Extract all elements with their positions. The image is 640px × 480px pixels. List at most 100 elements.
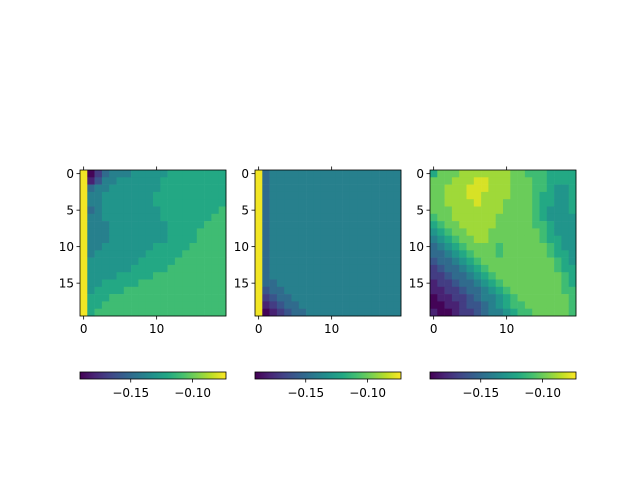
heatmap-cell (160, 250, 168, 258)
heatmap-cell (211, 228, 219, 236)
heatmap-cell (364, 199, 373, 207)
heatmap-cell (488, 286, 496, 295)
heatmap-cell (80, 264, 88, 273)
x-tick-label: 10 (499, 322, 514, 336)
heatmap-cell (466, 213, 475, 222)
heatmap-cell (153, 213, 161, 222)
heatmap-cell (524, 243, 533, 251)
heatmap-cell (174, 191, 183, 200)
heatmap-cell (109, 177, 117, 185)
heatmap-cell (524, 286, 533, 295)
heatmap-cell (182, 250, 190, 258)
heatmap-cell (189, 272, 198, 280)
heatmap-cell (276, 184, 285, 193)
colorbar-tick-label: −0.15 (112, 386, 149, 400)
heatmap-cell (218, 286, 227, 295)
heatmap-cell (218, 294, 227, 302)
heatmap-cell (357, 191, 365, 200)
heatmap-cell (101, 191, 110, 200)
heatmap-cell (335, 191, 343, 200)
heatmap-cell (430, 170, 438, 178)
heatmap-cell (291, 170, 300, 178)
heatmap-cell (554, 257, 562, 266)
heatmap-cell (568, 170, 577, 178)
heatmap-cell (306, 243, 314, 251)
heatmap-cell (291, 177, 300, 185)
heatmap-cell (371, 272, 380, 280)
heatmap-cell (444, 206, 453, 215)
heatmap-cell (196, 294, 205, 302)
heatmap-cell (386, 206, 394, 215)
heatmap-cell (123, 279, 132, 288)
heatmap-cell (174, 264, 183, 273)
heatmap-cell (145, 184, 154, 193)
heatmap-cell (371, 170, 380, 178)
heatmap-cell (306, 213, 314, 222)
heatmap-cell (554, 184, 562, 193)
heatmap-cell (335, 228, 343, 236)
heatmap-cell (561, 170, 569, 178)
heatmap-cell (196, 199, 205, 207)
heatmap-cell (298, 206, 307, 215)
heatmap-cell (80, 308, 88, 317)
heatmap-cell (196, 279, 205, 288)
heatmap-cell (313, 286, 321, 295)
heatmap-cell (182, 191, 190, 200)
heatmap-cell (101, 250, 110, 258)
heatmap-cell (357, 170, 365, 178)
heatmap-cell (298, 213, 307, 222)
heatmap-cell (313, 257, 321, 266)
heatmap-cell (160, 294, 168, 302)
heatmap-cell (539, 279, 548, 288)
heatmap-cell (430, 264, 438, 273)
heatmap-cell (291, 272, 300, 280)
heatmap-cell (459, 294, 467, 302)
heatmap-cell (189, 191, 198, 200)
heatmap-cell (189, 250, 198, 258)
heatmap-cell (503, 191, 511, 200)
heatmap-cell (342, 199, 351, 207)
heatmap-cell (218, 264, 227, 273)
x-tick-label: 0 (255, 322, 263, 336)
heatmap-cell (451, 308, 460, 317)
heatmap-cell (218, 257, 227, 266)
heatmap-cell (109, 272, 117, 280)
heatmap-cell (393, 264, 402, 273)
heatmap-cell (546, 301, 555, 309)
heatmap-cell (430, 228, 438, 236)
heatmap-cell (123, 191, 132, 200)
heatmap-cell (466, 243, 475, 251)
heatmap-cell (451, 294, 460, 302)
heatmap-cell (349, 279, 358, 288)
heatmap-cell (554, 221, 562, 229)
heatmap-cell (495, 294, 504, 302)
heatmap-cell (255, 235, 263, 244)
heatmap-cell (306, 199, 314, 207)
heatmap-cell (167, 213, 176, 222)
heatmap-cell (276, 264, 285, 273)
heatmap-cell (276, 213, 285, 222)
heatmap-cell (342, 213, 351, 222)
heatmap-cell (495, 272, 504, 280)
heatmap-cell (167, 257, 176, 266)
heatmap-cell (269, 294, 278, 302)
heatmap-cell (298, 264, 307, 273)
heatmap-cell (364, 243, 373, 251)
heatmap-cell (371, 228, 380, 236)
heatmap-cell (87, 191, 95, 200)
heatmap-cell (138, 243, 146, 251)
heatmap-cell (568, 235, 577, 244)
x-tick-label: 10 (324, 322, 339, 336)
heatmap-cell (145, 250, 154, 258)
heatmap-cell (349, 257, 358, 266)
heatmap-cell (204, 199, 212, 207)
heatmap-cell (459, 184, 467, 193)
heatmap-cell (153, 264, 161, 273)
heatmap-cell (473, 235, 482, 244)
heatmap-cell (313, 170, 321, 178)
heatmap-cell (313, 243, 321, 251)
heatmap-cell (167, 243, 176, 251)
heatmap-cell (131, 177, 139, 185)
heatmap-cell (444, 272, 453, 280)
y-tick-label: 15 (409, 277, 424, 291)
